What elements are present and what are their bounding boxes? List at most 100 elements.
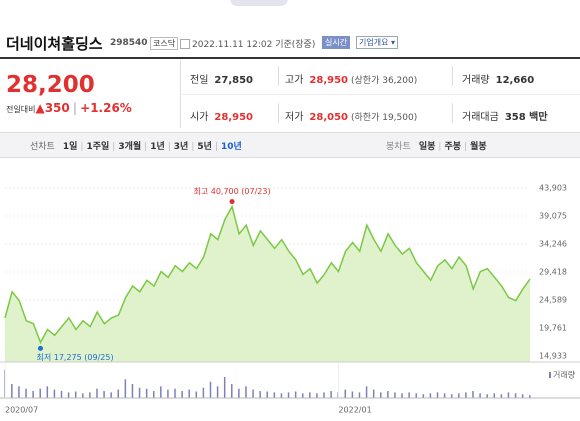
- y-tick-label: 39,075: [539, 211, 567, 220]
- divider: [452, 103, 453, 123]
- quote: 거래량 12,660: [462, 71, 534, 86]
- volume-bar: [103, 391, 105, 398]
- volume-bar: [486, 394, 488, 398]
- volume-bar: [167, 389, 169, 398]
- candle-tabs: 봉차트 일봉 | 주봉 | 월봉: [386, 139, 487, 152]
- volume-bar: [309, 392, 311, 398]
- volume-bar: [160, 386, 162, 398]
- volume-bar: [273, 392, 276, 398]
- quote-label: 거래대금: [462, 112, 499, 123]
- timestamp: 2022.11.11 12:02 기준(장중): [192, 40, 316, 50]
- volume-bar: [507, 392, 510, 398]
- volume-bar: [372, 389, 375, 398]
- volume-bar: [358, 392, 361, 398]
- tab[interactable]: 10년: [220, 142, 242, 152]
- divider: [180, 94, 580, 95]
- company-info[interactable]: 기업개요 ▾: [356, 36, 399, 49]
- change-value: 350: [44, 101, 70, 115]
- realtime-badge[interactable]: 실시간: [322, 36, 351, 49]
- periods: 1일 | 1주일 | 3개월 | 1년 | 3년 | 5년 | 10년: [63, 142, 242, 152]
- volume-bar: [301, 393, 304, 398]
- volume-bar: [465, 392, 467, 398]
- quote-value: 358 백만: [504, 112, 548, 123]
- extreme-dot: [229, 199, 235, 205]
- tab-separator: |: [191, 142, 195, 152]
- quote-label: 전일: [190, 75, 209, 86]
- volume-bar: [216, 386, 219, 398]
- tab[interactable]: 5년: [197, 142, 212, 152]
- volume-bar: [188, 389, 190, 398]
- divider: [278, 103, 279, 123]
- y-tick-label: 14,933: [539, 352, 567, 361]
- volume-bar: [131, 384, 134, 398]
- volume-bar: [514, 393, 517, 398]
- volume-bar: [238, 388, 240, 398]
- volume-legend-swatch: [549, 372, 551, 378]
- quote-value: 28,950: [214, 112, 253, 123]
- quote-label: 시가: [190, 112, 209, 123]
- divider: [452, 66, 453, 86]
- volume-bar: [330, 391, 332, 398]
- volume-bar: [323, 392, 325, 398]
- market-badge: 코스닥: [150, 37, 179, 50]
- volume-bar: [53, 389, 56, 398]
- arrow: ▲: [35, 101, 45, 115]
- quote-label: 거래량: [462, 75, 490, 86]
- volume-bar: [408, 392, 410, 398]
- annotation: 최저 17,275 (09/25): [36, 352, 113, 362]
- tab-separator: |: [167, 142, 171, 152]
- quote: 저가 28,050 (하한가 19,500): [285, 108, 417, 123]
- tab-bar: [0, 132, 580, 158]
- volume-bar: [32, 391, 34, 398]
- volume-bar: [415, 393, 417, 398]
- tab[interactable]: 1년: [150, 142, 165, 152]
- volume-bar: [195, 391, 198, 398]
- volume-bar: [429, 393, 432, 398]
- handle: [230, 0, 288, 6]
- volume-bar: [223, 377, 226, 398]
- volume-bar: [117, 389, 120, 398]
- volume-bar: [394, 392, 396, 398]
- volume-bar: [401, 393, 403, 398]
- stock-name: 더네이쳐홀딩스: [6, 35, 103, 53]
- tab[interactable]: 3년: [173, 142, 189, 152]
- volume-bar: [18, 386, 20, 398]
- tab[interactable]: 3개월: [118, 142, 142, 152]
- volume-bar: [380, 392, 382, 398]
- volume-bar: [67, 392, 70, 398]
- volume-bar: [181, 391, 183, 398]
- volume-bar: [231, 384, 233, 398]
- volume-bar: [500, 394, 503, 398]
- volume-bar: [46, 386, 49, 398]
- volume-bar: [280, 393, 283, 398]
- volume-bar: [472, 391, 474, 398]
- change: 전일대비▲350 | +1.26%: [6, 101, 132, 115]
- tab[interactable]: 1주일: [86, 142, 110, 152]
- volume-bar: [436, 392, 439, 398]
- volume-bar: [124, 379, 127, 398]
- line-tabs: 선차트 1일 | 1주일 | 3개월 | 1년 | 3년 | 5년 | 10년: [30, 139, 242, 152]
- volume-bar: [422, 394, 425, 398]
- line: [4, 204, 531, 345]
- candle-periods: 일봉 | 주봉 | 월봉: [419, 142, 487, 152]
- tab[interactable]: 일봉: [418, 142, 436, 152]
- volume-bar: [479, 393, 481, 398]
- volume-bar: [351, 391, 354, 398]
- chart: 14,933 19,761 24,589 29,418 34,246 39,075 43,9…: [0, 184, 580, 415]
- line-chart-label: 선차트: [30, 142, 55, 152]
- tab[interactable]: 월봉: [470, 142, 487, 152]
- tab-separator: |: [438, 142, 442, 152]
- volume-bar: [174, 388, 176, 398]
- volume-bar: [110, 392, 112, 398]
- tab-separator: |: [214, 142, 218, 152]
- header-rule: [0, 57, 580, 59]
- quote: 거래대금 358 백만: [462, 108, 548, 123]
- y-tick-label: 34,246: [539, 240, 567, 249]
- quote: 고가 28,950 (상한가 36,200): [285, 71, 417, 86]
- change-rate: +1.26%: [80, 101, 132, 115]
- tab[interactable]: 주봉: [444, 142, 462, 152]
- tab[interactable]: 1일: [62, 142, 78, 152]
- volume-bar: [245, 386, 247, 398]
- volume-bar: [25, 388, 27, 398]
